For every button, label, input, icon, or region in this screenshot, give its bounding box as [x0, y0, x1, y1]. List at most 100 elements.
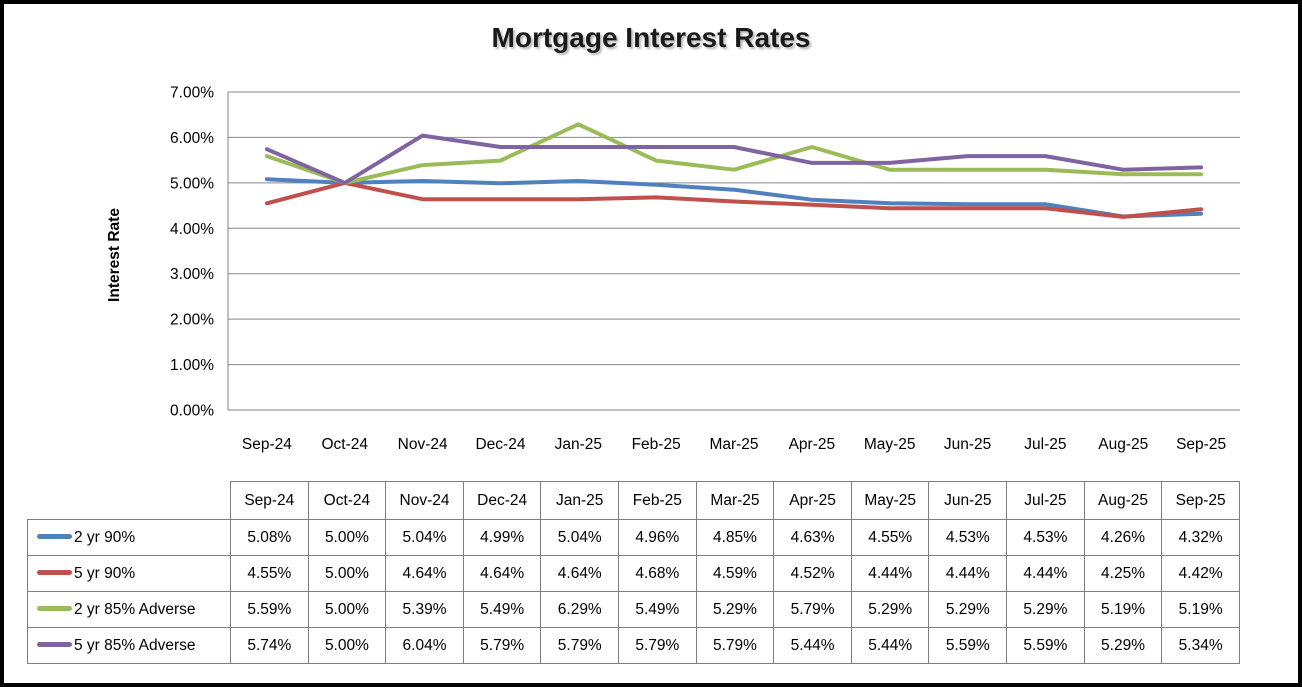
- table-value-cell: 5.00%: [307, 627, 387, 664]
- x-axis-label: Aug-25: [1098, 436, 1148, 453]
- table-value-cell: 5.59%: [1006, 627, 1085, 664]
- table-header-cell: May-25: [850, 481, 930, 520]
- x-axis-label: Sep-25: [1176, 436, 1226, 453]
- series-name: 2 yr 85% Adverse: [74, 600, 196, 618]
- table-value-cell: 4.64%: [462, 555, 542, 592]
- y-tick-label: 2.00%: [170, 312, 214, 329]
- table-value-cell: 5.74%: [230, 627, 309, 664]
- table-value-cell: 4.44%: [928, 555, 1008, 592]
- table-header-cell: Mar-25: [695, 481, 775, 520]
- table-value-cell: 5.29%: [1006, 591, 1085, 628]
- table-value-cell: 4.32%: [1161, 519, 1240, 556]
- x-axis-label: Nov-24: [398, 436, 448, 453]
- x-axis-label: May-25: [864, 436, 916, 453]
- table-value-cell: 5.34%: [1161, 627, 1240, 664]
- x-axis-label: Jul-25: [1024, 436, 1066, 453]
- table-header-cell: Jun-25: [928, 481, 1008, 520]
- series-name: 5 yr 85% Adverse: [74, 636, 196, 654]
- table-value-cell: 5.49%: [618, 591, 697, 628]
- table-header-cell: Sep-24: [230, 481, 309, 520]
- table-value-cell: 5.44%: [773, 627, 852, 664]
- table-value-cell: 5.59%: [928, 627, 1008, 664]
- table-row: 2 yr 90% 5.08% 5.00% 5.04% 4.99% 5.04% 4.96% 4.…: [27, 519, 1240, 556]
- table-value-cell: 5.19%: [1161, 591, 1240, 628]
- table-value-cell: 4.55%: [230, 555, 309, 592]
- table-header-cell: Nov-24: [385, 481, 464, 520]
- table-header-cell: Aug-25: [1083, 481, 1163, 520]
- table-value-cell: 4.96%: [618, 519, 697, 556]
- table-value-cell: 5.79%: [462, 627, 542, 664]
- chart-data-table: Sep-24 Oct-24 Nov-24 Dec-24 Jan-25 Feb-25 Mar-…: [27, 481, 1240, 664]
- y-tick-label: 4.00%: [170, 221, 214, 238]
- table-value-cell: 5.59%: [230, 591, 309, 628]
- legend-key-icon: [37, 569, 72, 575]
- table-value-cell: 5.00%: [307, 591, 387, 628]
- table-value-cell: 5.29%: [850, 591, 930, 628]
- chart-title: Mortgage Interest Rates: [491, 22, 811, 53]
- table-value-cell: 5.08%: [230, 519, 309, 556]
- table-value-cell: 4.25%: [1083, 555, 1163, 592]
- table-value-cell: 6.29%: [540, 591, 620, 628]
- table-header-cell: Apr-25: [773, 481, 852, 520]
- table-row: 5 yr 90% 4.55% 5.00% 4.64% 4.64% 4.64% 4.68% 4.…: [27, 555, 1240, 592]
- table-value-cell: 4.44%: [1006, 555, 1085, 592]
- table-value-cell: 5.29%: [695, 591, 775, 628]
- x-axis-label: Apr-25: [789, 436, 836, 453]
- table-value-cell: 4.52%: [773, 555, 852, 592]
- table-header-cell: Jul-25: [1006, 481, 1085, 520]
- series-name: 2 yr 90%: [74, 528, 136, 546]
- table-value-cell: 4.64%: [540, 555, 620, 592]
- series-line-2: [264, 180, 1204, 219]
- series-label-cell: 5 yr 90%: [27, 555, 231, 592]
- series-line-4: [264, 133, 1204, 185]
- series-label-cell: 2 yr 85% Adverse: [27, 591, 231, 628]
- table-header-cell: Jan-25: [540, 481, 620, 520]
- x-axis-label: Jan-25: [555, 436, 602, 453]
- table-value-cell: 4.68%: [618, 555, 697, 592]
- table-value-cell: 5.39%: [385, 591, 464, 628]
- table-value-cell: 4.59%: [695, 555, 775, 592]
- x-axis-label: Mar-25: [709, 436, 758, 453]
- y-tick-label: 5.00%: [170, 175, 214, 192]
- table-value-cell: 4.55%: [850, 519, 930, 556]
- y-tick-label: 0.00%: [170, 403, 214, 420]
- table-value-cell: 4.64%: [385, 555, 464, 592]
- y-tick-label: 3.00%: [170, 266, 214, 283]
- legend-key-icon: [37, 641, 72, 647]
- table-row: 2 yr 85% Adverse 5.59% 5.00% 5.39% 5.49% 6.29…: [27, 591, 1240, 628]
- table-header-cell: Sep-25: [1161, 481, 1240, 520]
- series-name: 5 yr 90%: [74, 564, 136, 582]
- x-axis-label: Jun-25: [944, 436, 991, 453]
- line-chart-plot: 0.00% 1.00% 2.00% 3.00% 4.00% 5.00% 6.00% 7.00%…: [170, 85, 1240, 453]
- x-axis-label: Dec-24: [475, 436, 525, 453]
- table-value-cell: 4.44%: [850, 555, 930, 592]
- table-value-cell: 5.79%: [618, 627, 697, 664]
- table-value-cell: 5.29%: [928, 591, 1008, 628]
- table-value-cell: 5.79%: [540, 627, 620, 664]
- table-value-cell: 4.53%: [928, 519, 1008, 556]
- table-value-cell: 5.04%: [540, 519, 620, 556]
- y-tick-label: 6.00%: [170, 130, 214, 147]
- legend-key-icon: [37, 533, 72, 539]
- table-value-cell: 5.04%: [385, 519, 464, 556]
- x-axis-label: Feb-25: [632, 436, 681, 453]
- table-row: 5 yr 85% Adverse 5.74% 5.00% 6.04% 5.79% 5.79…: [27, 627, 1240, 664]
- table-value-cell: 4.99%: [462, 519, 542, 556]
- series-label-cell: 2 yr 90%: [27, 519, 231, 556]
- table-value-cell: 4.53%: [1006, 519, 1085, 556]
- series-label-cell: 5 yr 85% Adverse: [27, 627, 231, 664]
- series-line-1: [264, 177, 1204, 219]
- table-value-cell: 6.04%: [385, 627, 464, 664]
- table-value-cell: 5.49%: [462, 591, 542, 628]
- y-tick-label: 1.00%: [170, 357, 214, 374]
- x-axis-label: Sep-24: [242, 436, 292, 453]
- legend-key-icon: [37, 605, 72, 611]
- table-value-cell: 5.00%: [307, 519, 387, 556]
- table-value-cell: 4.85%: [695, 519, 775, 556]
- table-value-cell: 5.44%: [850, 627, 930, 664]
- table-header-cell: Feb-25: [618, 481, 697, 520]
- table-value-cell: 4.26%: [1083, 519, 1163, 556]
- x-axis-label: Oct-24: [322, 436, 369, 453]
- table-value-cell: 5.19%: [1083, 591, 1163, 628]
- table-value-cell: 4.42%: [1161, 555, 1240, 592]
